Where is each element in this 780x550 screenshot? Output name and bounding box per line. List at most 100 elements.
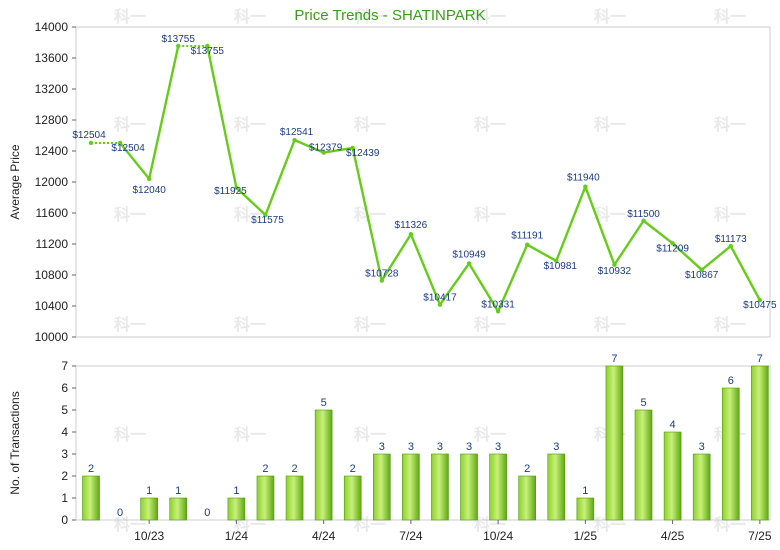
price-data-label: $13755 xyxy=(162,34,196,45)
price-point xyxy=(583,184,588,189)
watermark-text: 科一 xyxy=(714,315,746,334)
price-data-label: $10728 xyxy=(365,269,399,280)
price-line-segment xyxy=(729,245,761,301)
transaction-bar xyxy=(751,365,769,521)
x-tick-label: 4/24 xyxy=(312,529,336,543)
price-line-segment xyxy=(526,243,557,263)
price-y-tick-label: 11200 xyxy=(36,237,69,251)
price-line-segment xyxy=(206,45,238,189)
price-line-segment xyxy=(235,186,267,216)
transactions-y-tick-label: 4 xyxy=(61,425,68,439)
transaction-bar xyxy=(547,453,566,521)
price-data-label: $11925 xyxy=(214,186,247,197)
price-line-segment xyxy=(438,262,471,306)
watermark-text: 科一 xyxy=(594,205,626,224)
transaction-count-label: 3 xyxy=(699,441,705,453)
price-data-label: $11191 xyxy=(511,231,543,242)
transaction-count-label: 5 xyxy=(640,397,646,409)
transaction-count-label: 3 xyxy=(495,441,501,453)
price-data-label: $10475 xyxy=(743,300,777,311)
price-y-tick-label: 12000 xyxy=(35,175,69,189)
x-tick-label: 10/23 xyxy=(134,529,164,543)
watermark-text: 科一 xyxy=(354,315,386,334)
transaction-count-label: 0 xyxy=(204,507,210,519)
watermark-text: 科一 xyxy=(474,315,506,334)
watermark-text: 科一 xyxy=(594,7,626,26)
transaction-count-label: 7 xyxy=(611,353,617,365)
price-line-segment xyxy=(409,233,442,306)
price-data-label: $12504 xyxy=(111,143,145,154)
price-line-segment xyxy=(264,139,296,216)
transaction-bar xyxy=(605,365,624,521)
transaction-bar xyxy=(489,453,507,521)
x-tick-label: 1/24 xyxy=(225,529,249,543)
price-plot-frame xyxy=(75,26,771,338)
price-point xyxy=(205,43,210,49)
watermark-text: 科一 xyxy=(474,205,506,224)
price-y-tick-label: 13200 xyxy=(35,82,69,96)
transactions-panel: 0 1 2 3 4 5 6 7 No. of Transactions 2 0 1 1 0 1 2 2 5 2 3 3 3… xyxy=(8,353,772,543)
transaction-bar xyxy=(169,497,188,521)
transaction-bar xyxy=(343,475,362,521)
price-line-segment xyxy=(294,138,325,154)
watermark-text: 科一 xyxy=(474,115,506,134)
transaction-count-label: 3 xyxy=(437,441,443,453)
transaction-bar xyxy=(82,475,100,521)
transaction-count-label: 3 xyxy=(553,441,559,453)
price-point xyxy=(379,278,384,283)
watermark-text: 科一 xyxy=(114,7,146,26)
price-data-label: $10417 xyxy=(423,293,457,304)
watermark-text: 科一 xyxy=(114,425,146,444)
price-y-tick-label: 13600 xyxy=(35,51,69,65)
price-point xyxy=(350,145,355,151)
transaction-bar xyxy=(663,431,682,521)
transaction-count-label: 2 xyxy=(291,463,297,475)
transaction-bar xyxy=(576,497,595,521)
transaction-count-label: 2 xyxy=(88,463,94,475)
price-data-label: $11575 xyxy=(251,215,284,226)
price-point xyxy=(670,241,675,246)
x-tick-label: 7/25 xyxy=(748,529,772,543)
transaction-count-label: 1 xyxy=(233,485,239,497)
price-point xyxy=(757,297,763,303)
price-data-label: $10981 xyxy=(544,261,578,272)
watermark-text: 科一 xyxy=(354,7,386,26)
price-y-tick-label: 11600 xyxy=(36,206,69,220)
watermark-text: 科一 xyxy=(234,205,266,224)
price-line-segment xyxy=(613,220,645,266)
price-data-label: $10867 xyxy=(685,270,719,281)
price-y-tick-label: 12400 xyxy=(35,144,69,158)
x-tick-label: 1/25 xyxy=(574,529,598,543)
watermark-text: 科一 xyxy=(114,205,146,224)
transaction-count-label: 4 xyxy=(670,419,676,431)
transaction-bar xyxy=(227,497,246,521)
price-point xyxy=(408,232,414,237)
transaction-count-label: 2 xyxy=(262,463,268,475)
price-data-label: $12541 xyxy=(280,127,314,138)
price-point xyxy=(466,261,472,266)
price-data-label: $10949 xyxy=(452,249,486,260)
transaction-bar xyxy=(431,453,449,521)
price-point xyxy=(88,140,94,146)
price-y-tick-label: 10400 xyxy=(35,299,69,313)
transactions-y-tick-label: 5 xyxy=(61,403,68,417)
watermark-text: 科一 xyxy=(714,7,746,26)
watermark-text: 科一 xyxy=(474,425,506,444)
transaction-bar xyxy=(285,475,304,521)
price-y-tick-label: 10800 xyxy=(35,268,69,282)
price-data-label: $12439 xyxy=(346,148,380,159)
price-data-label: $12379 xyxy=(309,143,343,154)
transactions-y-tick-label: 2 xyxy=(61,469,68,483)
watermark-text: 科一 xyxy=(114,315,146,334)
price-data-label: $11940 xyxy=(567,173,600,184)
chart-title: Price Trends - SHATINPARK xyxy=(294,7,485,24)
price-data-label: $10932 xyxy=(598,266,632,277)
price-data-label: $11326 xyxy=(395,220,428,231)
price-point xyxy=(495,309,501,314)
price-line-segment xyxy=(147,45,180,180)
watermark-text: 科一 xyxy=(114,115,146,134)
price-line-segment xyxy=(380,233,412,282)
transactions-y-tick-label: 6 xyxy=(61,381,68,395)
price-y-tick-label: 12800 xyxy=(35,113,69,127)
